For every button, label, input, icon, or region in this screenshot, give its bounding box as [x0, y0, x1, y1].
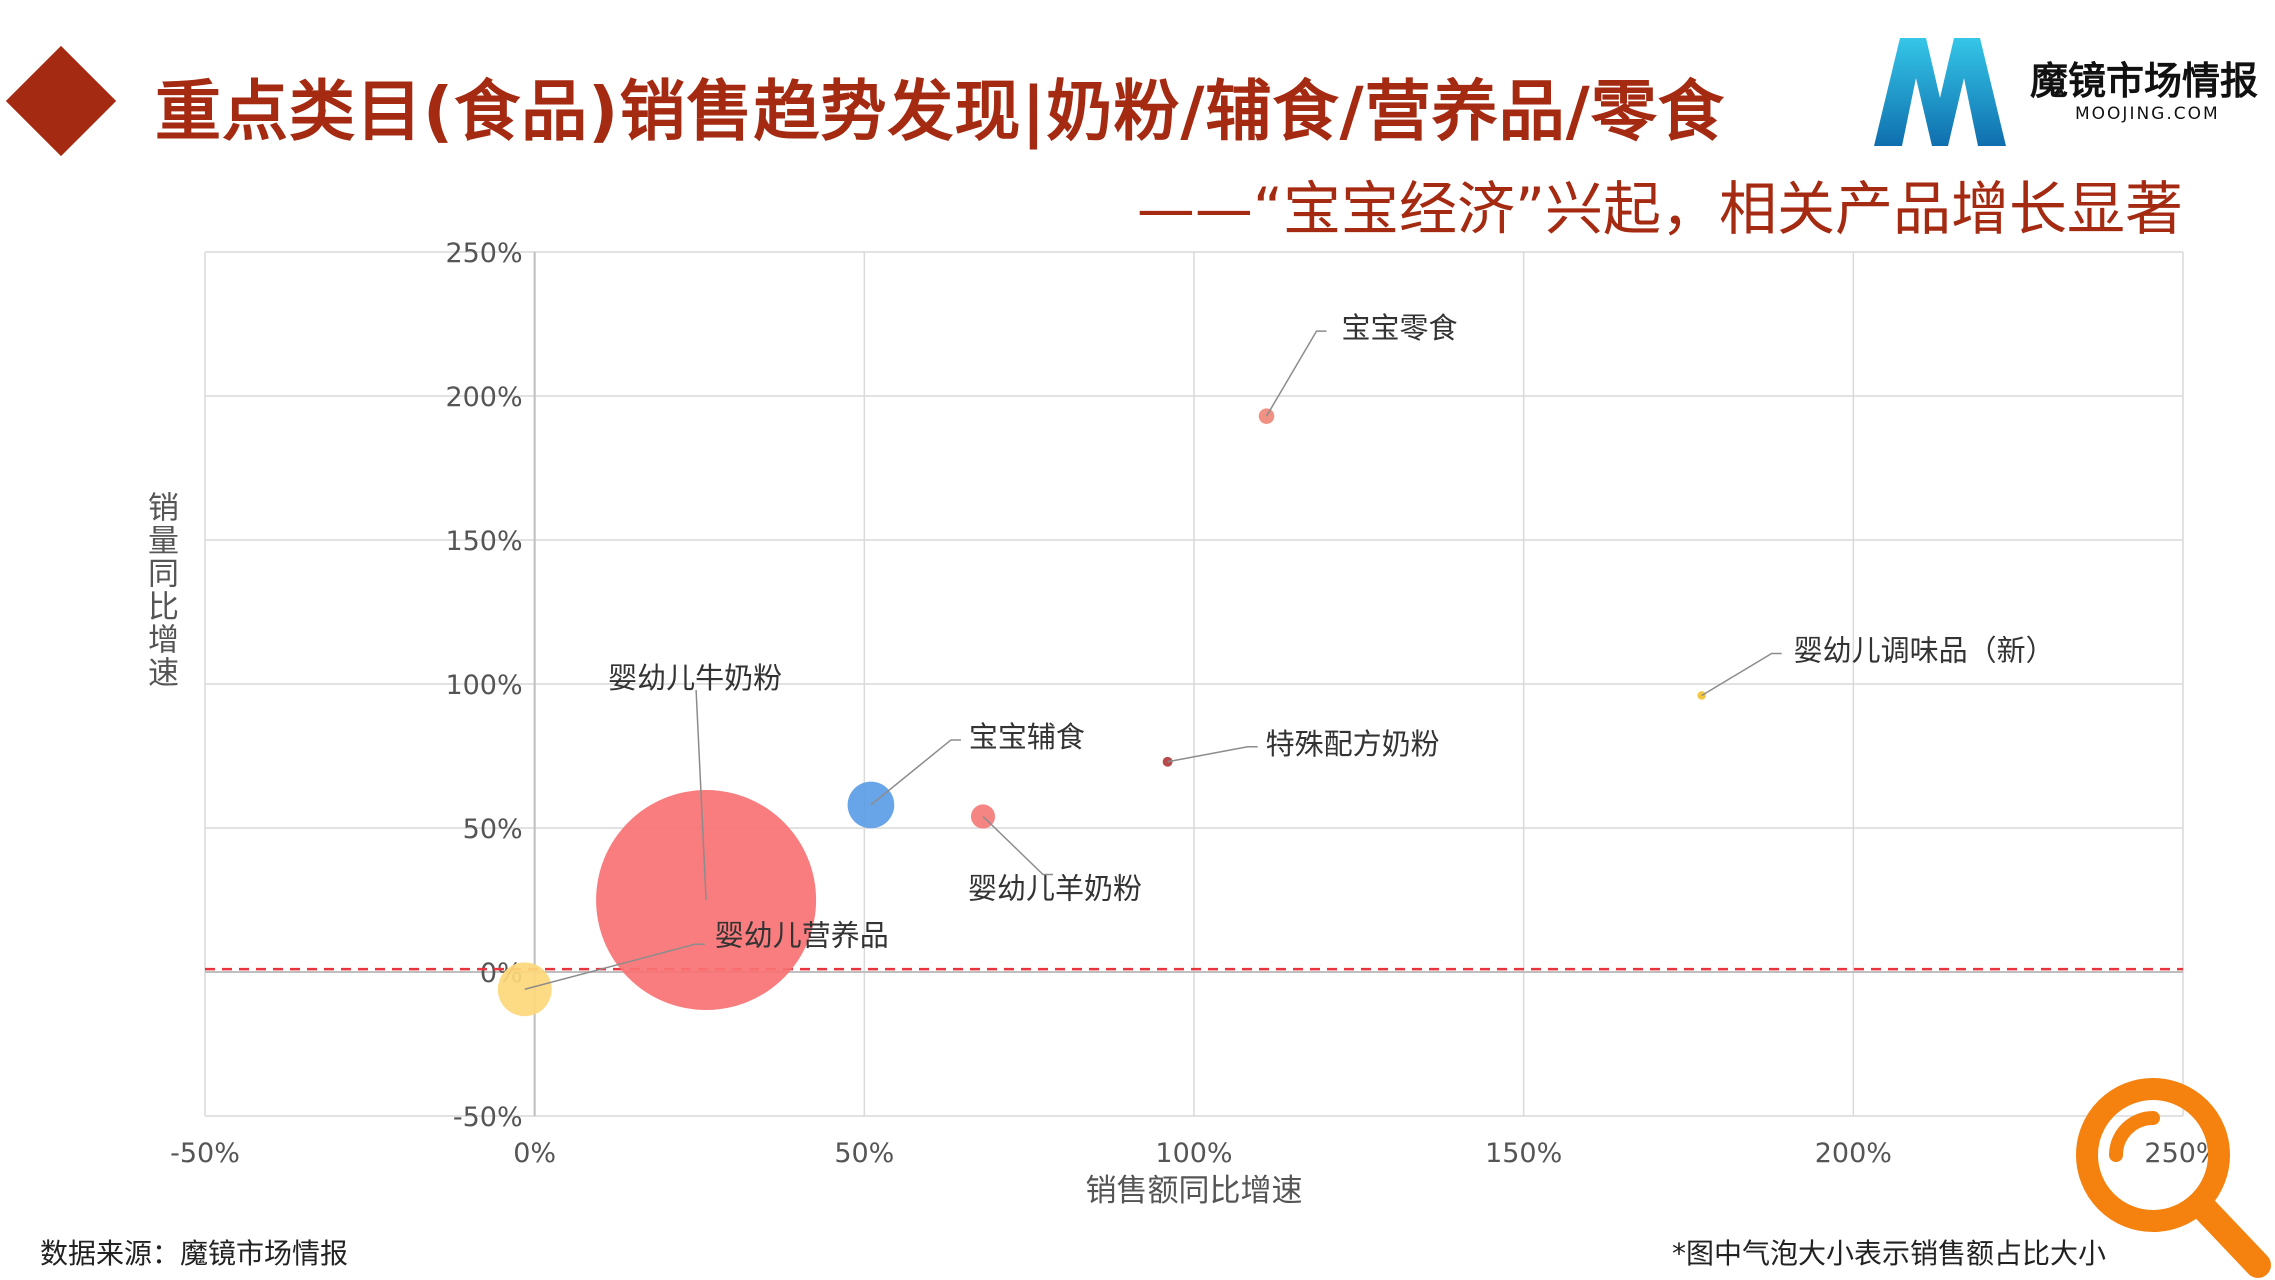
- data-label: 婴幼儿牛奶粉: [608, 661, 782, 695]
- bubble-size-note: *图中气泡大小表示销售额占比大小: [1672, 1237, 2107, 1270]
- y-tick-label: 50%: [463, 814, 523, 845]
- x-tick-label: 0%: [513, 1138, 556, 1169]
- y-tick-label: 100%: [445, 670, 522, 701]
- label-leader-line: [982, 815, 1054, 876]
- data-label: 婴幼儿营养品: [715, 918, 889, 952]
- x-axis-title: 销售额同比增速: [1086, 1173, 1303, 1209]
- label-leader-line: [1167, 746, 1258, 763]
- data-label: 宝宝辅食: [969, 720, 1085, 754]
- label-leader-line: [1265, 330, 1327, 417]
- data-label: 婴幼儿羊奶粉: [968, 871, 1142, 905]
- label-leader-line: [870, 739, 961, 806]
- y-tick-label: 200%: [445, 382, 522, 413]
- search-icon: [2076, 1078, 2271, 1278]
- label-leader-line: [1701, 652, 1782, 697]
- brand-url: MOOJING.COM: [2075, 104, 2220, 124]
- brand-name: 魔镜市场情报: [2030, 59, 2259, 103]
- brand-logo-icon: [1874, 38, 2006, 146]
- x-tick-label: 100%: [1155, 1138, 1232, 1169]
- data-label: 宝宝零食: [1342, 311, 1458, 345]
- y-tick-label: 250%: [445, 238, 522, 269]
- data-label: 特殊配方奶粉: [1266, 727, 1440, 761]
- page-subtitle: ——“宝宝经济”兴起，相关产品增长显著: [1136, 175, 2183, 243]
- y-axis-title: 销量同比增速: [142, 491, 178, 689]
- data-label: 婴幼儿调味品（新）: [1794, 634, 2055, 668]
- x-tick-label: 150%: [1485, 1138, 1562, 1169]
- x-tick-label: 200%: [1815, 1138, 1892, 1169]
- x-tick-label: -50%: [170, 1138, 240, 1169]
- y-tick-label: -50%: [453, 1102, 523, 1133]
- x-tick-label: 50%: [834, 1138, 894, 1169]
- page-title: 重点类目(食品)销售趋势发现|奶粉/辅食/营养品/零食: [155, 73, 1725, 150]
- label-leader-line: [524, 943, 705, 991]
- y-tick-label: 150%: [445, 526, 522, 557]
- label-leader-line: [695, 689, 707, 901]
- data-source: 数据来源：魔镜市场情报: [40, 1237, 349, 1270]
